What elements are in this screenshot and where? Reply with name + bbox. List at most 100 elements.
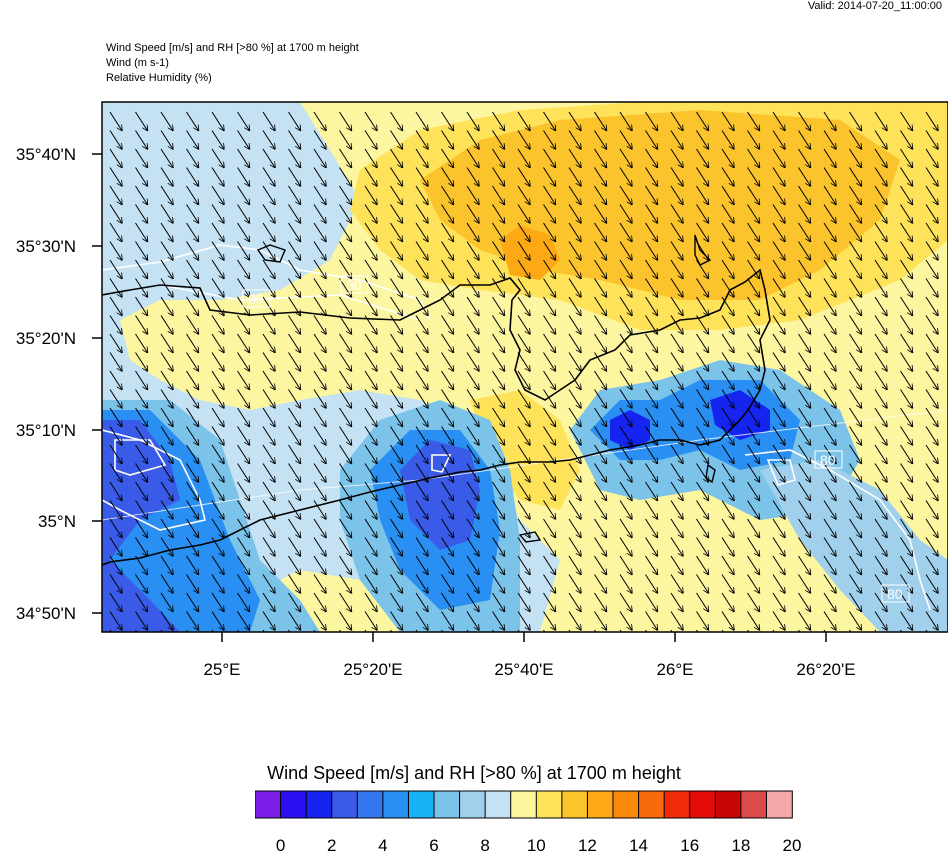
wind-vector bbox=[390, 111, 403, 131]
wind-vector bbox=[619, 259, 632, 279]
wind-vector bbox=[186, 537, 199, 557]
colorbar-swatch bbox=[714, 790, 742, 819]
wind-vector bbox=[696, 481, 709, 501]
wind-vector bbox=[211, 204, 224, 224]
wind-vector bbox=[721, 296, 734, 316]
wind-vector bbox=[900, 574, 913, 594]
wind-vector bbox=[186, 296, 199, 316]
wind-vector bbox=[772, 481, 785, 501]
wind-vector bbox=[619, 518, 632, 538]
wind-vector bbox=[466, 629, 469, 632]
wind-vector bbox=[364, 370, 377, 390]
wind-vector bbox=[874, 111, 887, 131]
wind-vector bbox=[390, 222, 403, 242]
wind-vector bbox=[543, 204, 556, 224]
wind-vector bbox=[415, 278, 428, 298]
wind-vector bbox=[721, 463, 734, 483]
wind-vector bbox=[492, 352, 505, 372]
wind-vector bbox=[262, 204, 275, 224]
wind-vector bbox=[670, 518, 683, 538]
wind-vector bbox=[568, 389, 581, 409]
wind-vector bbox=[900, 204, 913, 224]
wind-vector bbox=[364, 296, 377, 316]
wind-vector bbox=[492, 130, 505, 150]
wind-vector bbox=[874, 333, 887, 353]
wind-vector bbox=[721, 370, 734, 390]
wind-vector bbox=[772, 611, 785, 631]
wind-vector bbox=[237, 185, 250, 205]
wind-vector bbox=[849, 167, 862, 187]
wind-vector bbox=[619, 629, 622, 632]
wind-vector bbox=[186, 574, 199, 594]
wind-vector bbox=[543, 241, 556, 261]
wind-vector bbox=[339, 241, 352, 261]
wind-vector bbox=[670, 426, 683, 446]
wind-vector bbox=[619, 241, 632, 261]
wind-vector bbox=[696, 315, 709, 335]
wind-vector bbox=[874, 592, 887, 612]
wind-vector bbox=[135, 407, 148, 427]
wind-vector bbox=[900, 444, 913, 464]
wind-vector bbox=[645, 130, 658, 150]
wind-vector bbox=[874, 296, 887, 316]
wind-vector bbox=[798, 185, 811, 205]
wind-vector bbox=[441, 463, 454, 483]
wind-vector bbox=[492, 426, 505, 446]
wind-vector bbox=[798, 592, 811, 612]
wind-vector bbox=[339, 370, 352, 390]
wind-vector bbox=[645, 592, 658, 612]
wind-vector bbox=[288, 333, 301, 353]
wind-vector bbox=[135, 574, 148, 594]
wind-vector bbox=[186, 592, 199, 612]
wind-vector bbox=[568, 167, 581, 187]
wind-vector bbox=[237, 204, 250, 224]
wind-vector bbox=[900, 148, 913, 168]
wind-vector bbox=[364, 611, 377, 631]
wind-vector bbox=[492, 259, 505, 279]
wind-vector bbox=[237, 463, 250, 483]
wind-vector bbox=[696, 185, 709, 205]
wind-vector bbox=[160, 130, 173, 150]
wind-vector bbox=[160, 222, 173, 242]
wind-vector bbox=[288, 574, 301, 594]
wind-vector bbox=[849, 278, 862, 298]
wind-vector bbox=[925, 185, 938, 205]
wind-vector bbox=[211, 370, 224, 390]
wind-vector bbox=[466, 481, 479, 501]
wind-vector bbox=[849, 463, 862, 483]
wind-vector bbox=[492, 278, 505, 298]
wind-vector bbox=[568, 500, 581, 520]
wind-vector bbox=[313, 111, 326, 131]
wind-vector bbox=[237, 444, 250, 464]
wind-vector bbox=[160, 296, 173, 316]
wind-vector bbox=[849, 389, 862, 409]
wind-vector bbox=[747, 204, 760, 224]
wind-vector bbox=[262, 333, 275, 353]
wind-vector bbox=[925, 500, 938, 520]
wind-vector bbox=[339, 130, 352, 150]
wind-vector bbox=[262, 352, 275, 372]
wind-vector bbox=[798, 296, 811, 316]
wind-vector bbox=[415, 518, 428, 538]
wind-vector bbox=[288, 130, 301, 150]
wind-vector bbox=[747, 111, 760, 131]
wind-vector bbox=[747, 130, 760, 150]
wind-vector bbox=[721, 148, 734, 168]
wind-vector bbox=[466, 444, 479, 464]
wind-vector bbox=[670, 259, 683, 279]
wind-vector bbox=[160, 481, 173, 501]
wind-vector bbox=[517, 333, 530, 353]
wind-vector bbox=[670, 611, 683, 631]
wind-vector bbox=[645, 574, 658, 594]
wind-vector bbox=[543, 407, 556, 427]
wind-vector bbox=[900, 481, 913, 501]
wind-vector bbox=[364, 352, 377, 372]
wind-vector bbox=[849, 444, 862, 464]
wind-vector bbox=[798, 278, 811, 298]
lon-label: 26°20'E bbox=[796, 660, 855, 679]
wind-vector bbox=[696, 296, 709, 316]
wind-vector bbox=[696, 278, 709, 298]
wind-vector bbox=[619, 148, 632, 168]
wind-vector bbox=[109, 259, 122, 279]
wind-vector bbox=[160, 500, 173, 520]
